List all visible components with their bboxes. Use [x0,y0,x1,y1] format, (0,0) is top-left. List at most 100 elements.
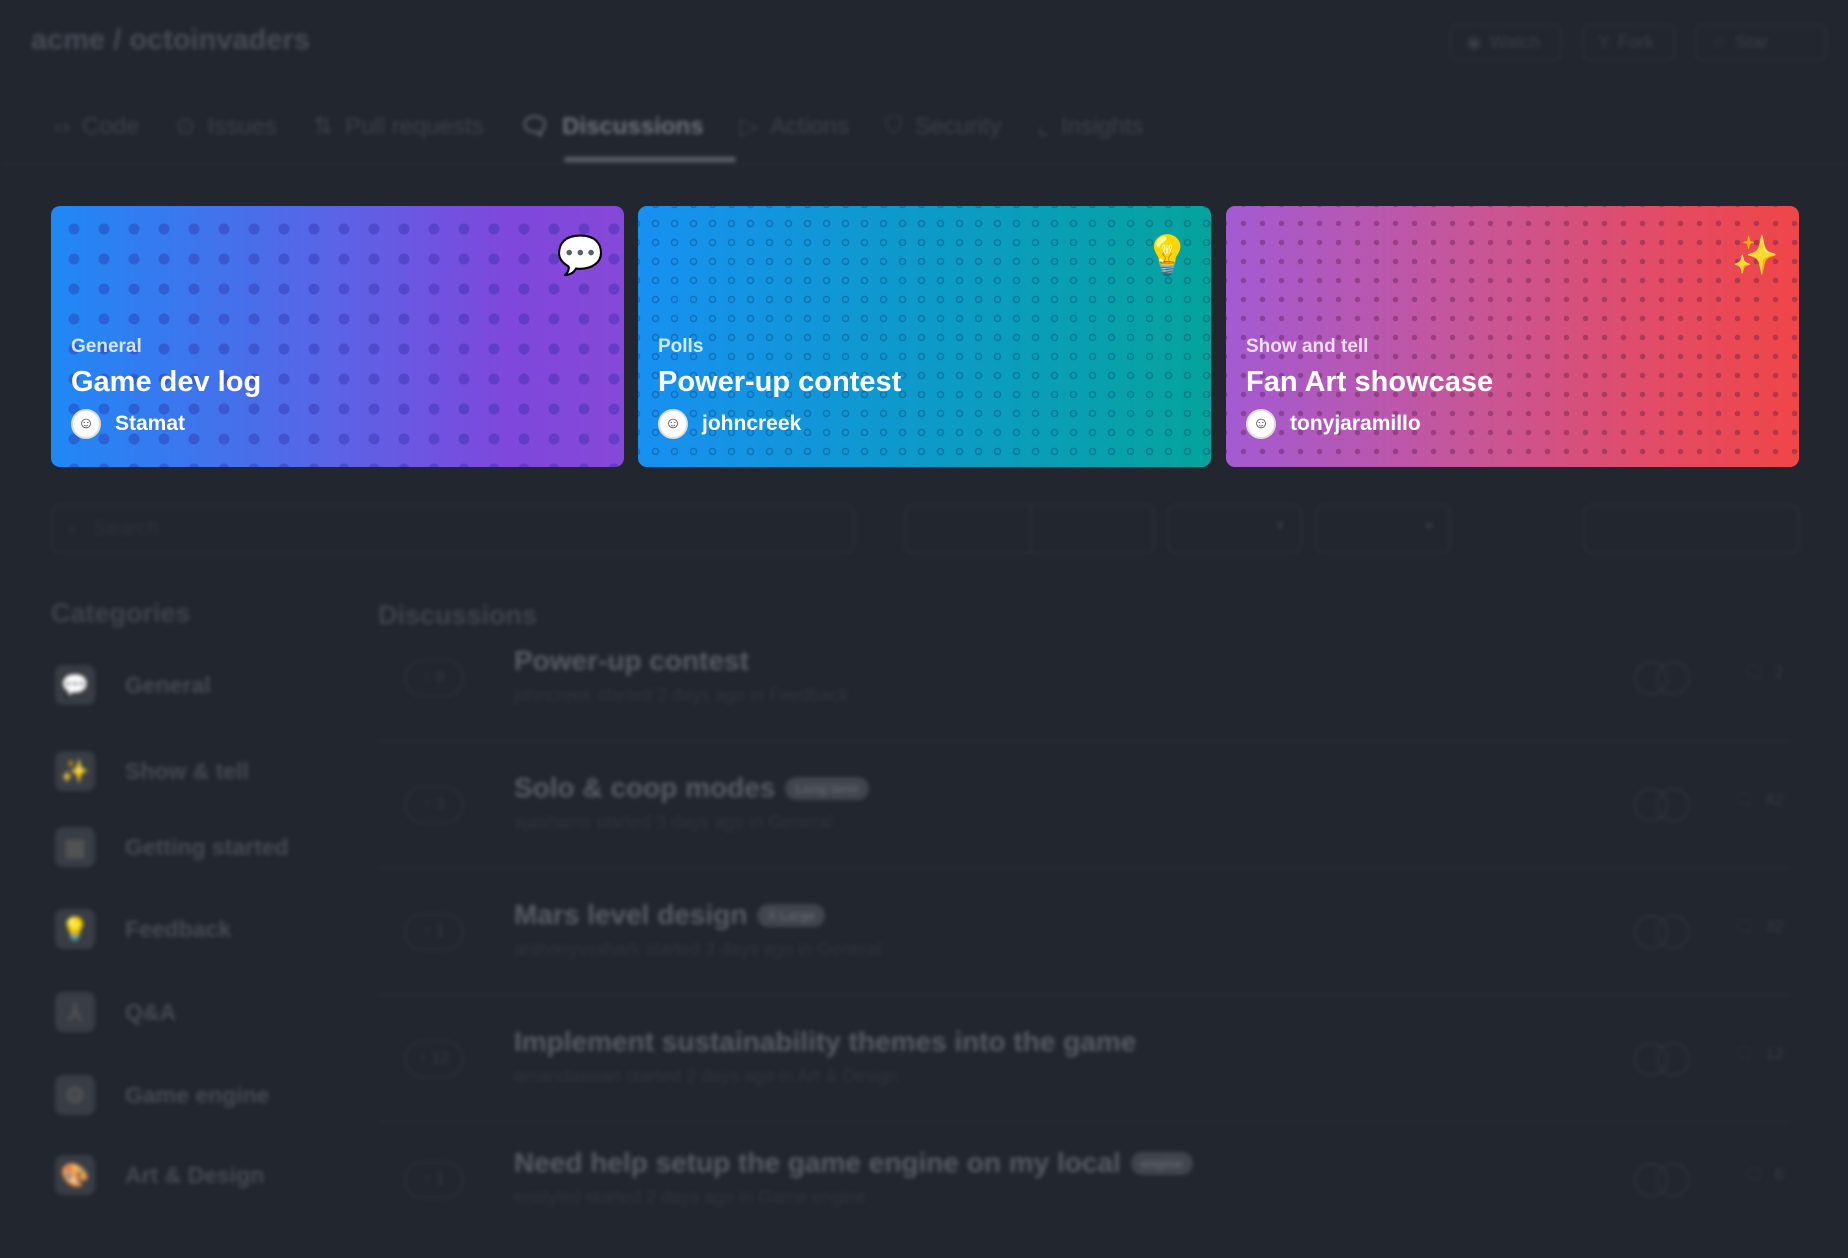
discussion-icon: 🗨 [519,113,551,140]
tab-actions[interactable]: ▷ Actions [739,112,849,141]
speech-bubble-icon: 💬 [55,665,95,705]
avatar: ☺ [1246,409,1276,439]
card-category: General [71,336,142,357]
discussion-row[interactable]: ↑ 12 Implement sustainability themes int… [378,996,1792,1123]
discussion-meta: johncreek started 2 days ago in Feedback [514,685,849,705]
discussion-title[interactable]: Solo & coop modes [514,772,776,803]
participant-avatars [1634,788,1690,822]
dot-pattern [1226,206,1799,467]
row-divider [378,994,1792,996]
repo-title[interactable]: acme / octoinvaders [31,24,310,56]
participant-avatars [1634,1163,1690,1197]
discussion-title[interactable]: Need help setup the game engine on my lo… [514,1147,1121,1178]
category-show-and-tell[interactable]: ✨ Show & tell [55,751,249,791]
sparkles-icon: ✨ [55,751,95,791]
circle-pattern [638,206,1211,467]
engine-icon: ⚙ [55,1075,95,1115]
tab-insights[interactable]: ⌞ Insights [1037,112,1144,141]
code-icon: ‹› [54,112,70,140]
category-feedback[interactable]: 💡 Feedback [55,909,231,949]
search-icon: ⌕ [67,517,79,540]
lightbulb-icon: 💡 [55,909,95,949]
arrow-up-icon: ↑ [423,669,432,686]
filter-dropdown[interactable]: ▼ [1167,504,1302,554]
tab-discussions[interactable]: 🗨 Discussions [519,112,704,141]
shield-icon: ⛉ [884,112,903,140]
featured-card-show-and-tell[interactable]: ✨ Show and tell Fan Art showcase ☺ tonyja… [1226,206,1799,467]
comment-count: 🗨 2 [1742,663,1784,682]
discussion-row[interactable]: ↑ 1 Mars level design X Large anthonyvssh… [378,869,1792,996]
card-category: Polls [658,336,704,357]
discussion-row[interactable]: ↑ 9 Power-up contest johncreek started 2… [378,615,1792,742]
tab-code[interactable]: ‹› Code [54,112,140,140]
discussion-meta: ajashams started 3 days ago in General [514,812,833,832]
category-general[interactable]: 💬 General [55,665,211,705]
avatar: ☺ [658,409,688,439]
active-tab-underline [564,157,736,162]
category-qa[interactable]: ⅄ Q&A [55,992,176,1032]
comment-icon: 🗨 [1733,790,1756,809]
fork-icon: Y [1598,32,1611,52]
upvote-button[interactable]: ↑ 3 [404,786,464,824]
heart-pattern [51,206,624,467]
discussion-title[interactable]: Mars level design [514,899,748,930]
participant-avatars [1634,1042,1690,1076]
category-art-design[interactable]: 🎨 Art & Design [55,1155,264,1195]
discussion-title[interactable]: Power-up contest [514,645,749,676]
comment-icon: 🗨 [1733,917,1756,936]
featured-card-polls[interactable]: 💡 Polls Power-up contest ☺ johncreek [638,206,1211,467]
lightbulb-icon: 💡 [1143,235,1191,277]
discussion-row[interactable]: ↑ 1 Need help setup the game engine on m… [378,1117,1792,1244]
featured-card-general[interactable]: 💬 General Game dev log ☺ Stamat [51,206,624,467]
tabs-divider [0,163,1848,165]
issue-icon: ⊙ [175,113,196,140]
card-author[interactable]: ☺ tonyjaramillo [1246,409,1421,439]
search-input[interactable]: ⌕ Search [51,504,855,554]
star-button[interactable]: ☆ Star [1695,24,1827,61]
arrow-up-icon: ↑ [423,796,432,813]
participant-avatars [1634,915,1690,949]
row-divider [378,740,1792,742]
eye-icon: ◉ [1466,32,1482,52]
card-author[interactable]: ☺ johncreek [658,409,801,439]
graph-icon: ⌞ [1037,113,1049,140]
discussion-title[interactable]: Implement sustainability themes into the… [514,1026,1137,1057]
discussion-meta: anthonyvsshark started 2 days ago in Gen… [514,939,882,959]
chevron-down-icon: ▼ [1423,519,1435,533]
new-discussion-button[interactable] [1583,504,1800,554]
row-divider [378,867,1792,869]
star-icon: ☆ [1711,32,1728,52]
avatar: ☺ [71,409,101,439]
upvote-button[interactable]: ↑ 12 [404,1040,464,1078]
fork-button[interactable]: Y Fork [1582,24,1676,61]
comment-count: 🗨 12 [1733,1044,1784,1063]
comment-count: 🗨 42 [1733,790,1784,809]
category-getting-started[interactable]: ▦ Getting started [55,827,289,867]
row-divider [378,1121,1792,1123]
tab-pull-requests[interactable]: ⇅ Pull requests [312,112,484,141]
pull-request-icon: ⇅ [312,113,333,140]
comment-icon: 🗨 [1742,1165,1765,1184]
upvote-button[interactable]: ↑ 1 [404,913,464,951]
tab-issues[interactable]: ⊙ Issues [175,112,277,141]
label-dropdown[interactable]: ▼ [1315,504,1451,554]
card-author[interactable]: ☺ Stamat [71,409,185,439]
palette-icon: 🎨 [55,1155,95,1195]
label-badge: X Large [757,903,826,927]
arrow-up-icon: ↑ [423,923,432,940]
comment-count: 🗨 6 [1742,1165,1784,1184]
upvote-button[interactable]: ↑ 1 [404,1161,464,1199]
watch-button[interactable]: ◉ Watch [1450,24,1562,61]
sort-segmented-control[interactable] [904,504,1155,554]
card-title: Power-up contest [658,366,902,398]
category-game-engine[interactable]: ⚙ Game engine [55,1075,269,1115]
arrow-up-icon: ↑ [423,1171,432,1188]
arrow-up-icon: ↑ [418,1050,427,1067]
comment-icon: 🗨 [1733,1044,1756,1063]
tab-security[interactable]: ⛉ Security [884,112,1002,140]
discussion-row[interactable]: ↑ 3 Solo & coop modes Long term ajashams … [378,742,1792,869]
grid-icon: ▦ [55,827,95,867]
upvote-button[interactable]: ↑ 9 [404,659,464,697]
participant-avatars [1634,661,1690,695]
